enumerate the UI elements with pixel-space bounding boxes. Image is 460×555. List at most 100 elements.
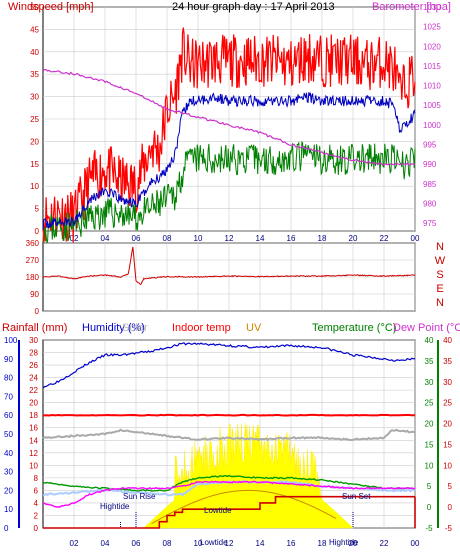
baro-tick-label: 995 — [423, 141, 437, 150]
baro-tick-label: 1010 — [423, 82, 441, 91]
rainfall-tick-label: 18 — [29, 411, 38, 420]
temperature-tick-label: 15 — [425, 440, 434, 449]
dewpoint-line — [42, 480, 416, 508]
temperature-tick-label: 0 — [427, 503, 432, 512]
rainfall-tick-label: 2 — [34, 511, 39, 520]
compass-label: N — [436, 241, 444, 253]
direction-tick-label: 270 — [26, 256, 40, 265]
rainfall-axis-label: Rainfall (mm) — [2, 322, 67, 334]
barometer-line — [42, 68, 416, 166]
baro-tick-label: 1030 — [423, 3, 441, 12]
lowtide-annotation-2: Lowtide — [200, 538, 228, 547]
wind-tick-label: 45 — [30, 25, 39, 34]
baro-tick-label: 1020 — [423, 42, 441, 51]
humidity-tick-label: 40 — [4, 449, 13, 458]
temperature-tick-label: 40 — [425, 336, 434, 345]
rainfall-tick-label: 16 — [29, 424, 38, 433]
x-tick-label: 08 — [163, 539, 172, 548]
baro-tick-label: 1000 — [423, 121, 441, 130]
x-tick-label: 12 — [225, 234, 234, 243]
rainfall-tick-label: 12 — [29, 449, 38, 458]
wind-tick-label: 50 — [30, 3, 39, 12]
rainfall-tick-label: 14 — [29, 436, 38, 445]
baro-tick-label: 980 — [423, 199, 437, 208]
chart-title: 24 hour graph day : 17 April 2013 — [172, 1, 335, 13]
x-tick-label: 14 — [256, 234, 265, 243]
x-tick-label: 18 — [318, 234, 327, 243]
rainfall-line — [43, 495, 415, 529]
x-tick-label: 10 — [194, 539, 203, 548]
uv-label: UV — [246, 322, 262, 334]
x-tick-label: 00 — [411, 539, 420, 548]
dewpoint-tick-label: 10 — [443, 461, 452, 470]
dewpoint-tick-label: 40 — [443, 336, 452, 345]
direction-tick-label: 90 — [30, 290, 39, 299]
wind-direction-line — [42, 246, 416, 286]
rainfall-tick-label: 30 — [29, 336, 38, 345]
baro-tick-label: 990 — [423, 160, 437, 169]
wind-barometer-panel: 02 04 06 08 10 12 14 16 18 20 22 000510152025303540… — [8, 1, 451, 245]
humidity-tick-label: 80 — [4, 374, 13, 383]
temperature-panel: 02 04 06 08 10 12 14 16 18 20 22 000102030405060708… — [2, 322, 460, 548]
dewpoint-tick-label: 30 — [443, 378, 452, 387]
temperature-line — [42, 474, 416, 492]
x-tick-label: 08 — [163, 234, 172, 243]
rainfall-tick-label: 26 — [29, 361, 38, 370]
compass-label: N — [436, 297, 444, 309]
hightide-annotation-2: Hightide — [329, 538, 359, 547]
x-tick-label: 16 — [287, 539, 296, 548]
x-tick-label: 06 — [132, 234, 141, 243]
x-tick-label: 16 — [287, 234, 296, 243]
humidity-tick-label: 10 — [4, 505, 13, 514]
wind-tick-label: 25 — [30, 115, 39, 124]
humidity-tick-label: 0 — [4, 524, 9, 533]
wind-tick-label: 30 — [30, 93, 39, 102]
humidity-tick-label: 30 — [4, 468, 13, 477]
dewpoint-tick-label: -5 — [445, 524, 453, 533]
dew-point-axis-label: Dew Point (°C) — [393, 322, 460, 334]
rainfall-tick-label: 24 — [29, 374, 38, 383]
rainfall-tick-label: 6 — [34, 486, 39, 495]
baro-tick-label: 1005 — [423, 101, 441, 110]
wind-tick-label: 40 — [30, 48, 39, 57]
x-tick-label: 22 — [380, 234, 389, 243]
temperature-axis-label: Temperature (°C) — [312, 322, 396, 334]
wind-tick-label: 5 — [35, 205, 40, 214]
x-tick-label: 14 — [256, 539, 265, 548]
wind-tick-label: 10 — [30, 182, 39, 191]
rainfall-tick-label: 22 — [29, 386, 38, 395]
direction-tick-label: 360 — [26, 239, 40, 248]
x-tick-label: 20 — [349, 234, 358, 243]
temperature-tick-label: 5 — [427, 482, 432, 491]
x-tick-label: 18 — [318, 539, 327, 548]
baro-tick-label: 985 — [423, 180, 437, 189]
sunrise-annotation: Sun Rise — [123, 492, 156, 501]
dewpoint-tick-label: 15 — [443, 440, 452, 449]
direction-tick-label: 0 — [35, 307, 40, 316]
humidity-tick-label: 20 — [4, 486, 13, 495]
temperature-tick-label: 35 — [425, 357, 434, 366]
wind-tick-label: 20 — [30, 137, 39, 146]
windspeed-axis-label: Windspeed [mph] — [8, 1, 94, 13]
compass-label: S — [436, 269, 443, 281]
wind-speed-line — [42, 92, 416, 230]
wind-tick-label: 0 — [35, 227, 40, 236]
rainfall-tick-label: 28 — [29, 349, 38, 358]
baro-tick-label: 1025 — [423, 23, 441, 32]
temperature-tick-label: 10 — [425, 461, 434, 470]
humidity-tick-label: 100 — [4, 336, 18, 345]
humidity-tick-label: 60 — [4, 411, 13, 420]
temperature-tick-label: 20 — [425, 420, 434, 429]
dewpoint-tick-label: 5 — [448, 482, 453, 491]
humidity-tick-label: 50 — [4, 430, 13, 439]
indoor-temp-label: Indoor temp — [172, 322, 231, 334]
lowtide-annotation-1: Lowtide — [204, 506, 232, 515]
wind-tick-label: 35 — [30, 70, 39, 79]
baro-tick-label: 1015 — [423, 62, 441, 71]
wind-average-line — [42, 140, 416, 245]
x-tick-label: 02 — [70, 539, 79, 548]
x-tick-label: 04 — [101, 539, 110, 548]
x-tick-label: 06 — [132, 539, 141, 548]
x-tick-label: 02 — [70, 234, 79, 243]
